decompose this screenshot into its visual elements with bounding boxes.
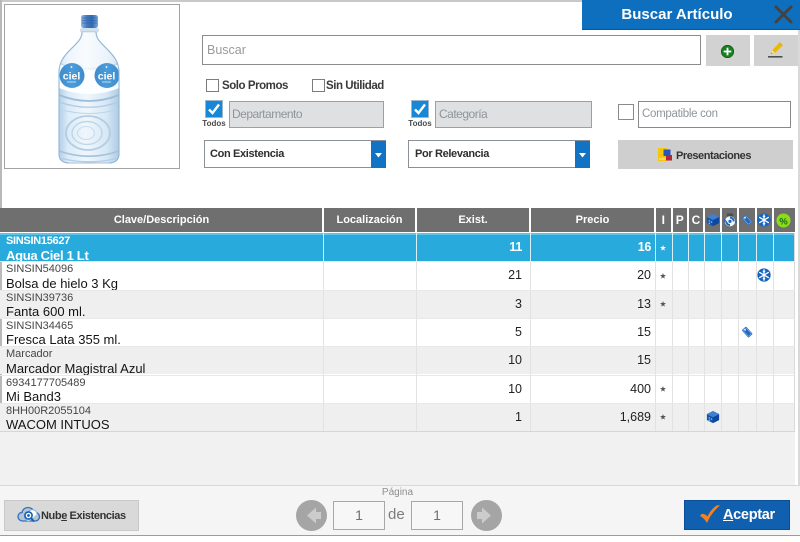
svg-text:ciel: ciel <box>98 71 116 83</box>
svg-text:%: % <box>780 216 789 226</box>
svg-text:ciel: ciel <box>63 71 81 83</box>
